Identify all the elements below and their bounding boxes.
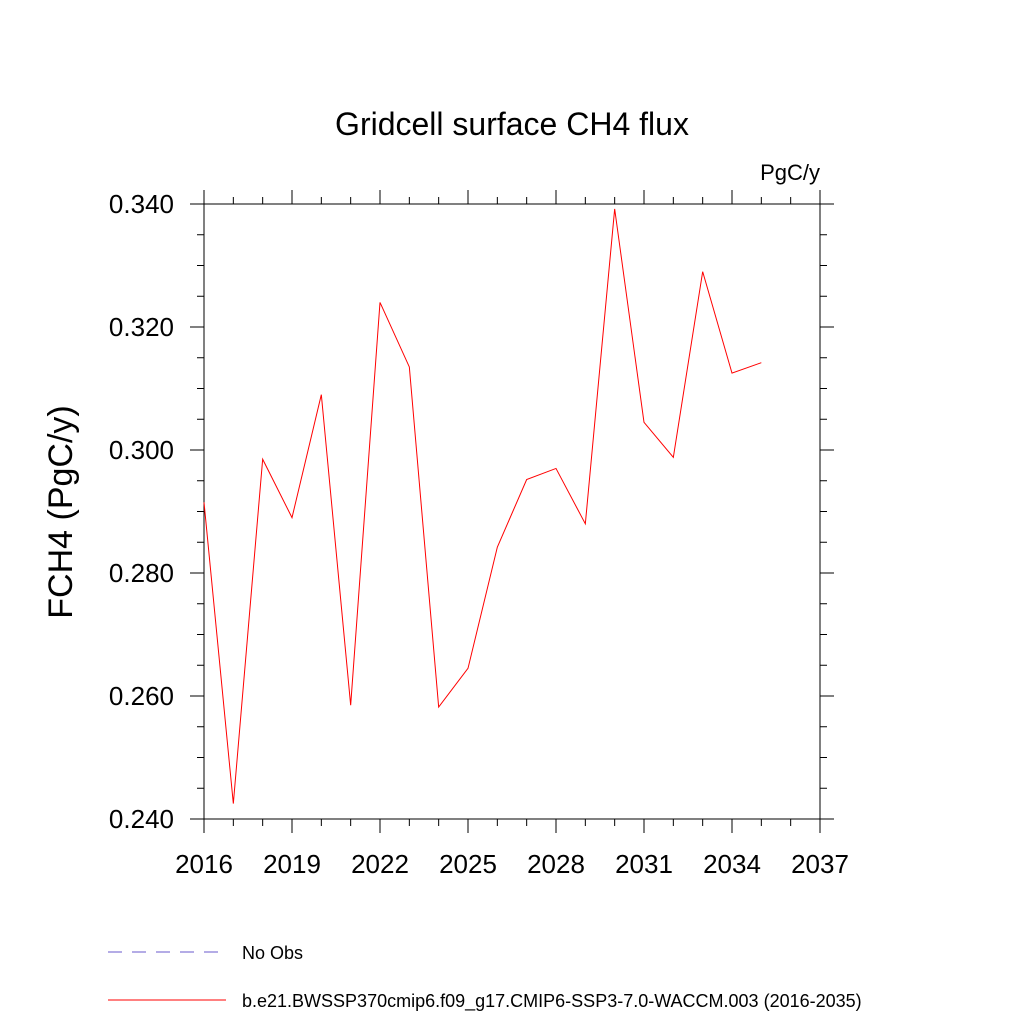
y-tick-label: 0.260 [109,681,174,711]
x-tick-label: 2025 [439,849,497,879]
data-point [319,393,323,397]
data-point [437,705,441,709]
x-tick-label: 2031 [615,849,673,879]
chart-title: Gridcell surface CH4 flux [335,106,689,142]
data-point [701,270,705,274]
data-point [407,365,411,369]
x-tick-label: 2019 [263,849,321,879]
data-point [466,666,470,670]
data-point [554,466,558,470]
series-layer [202,207,763,806]
data-point [613,207,617,211]
axis-tick-labels: 2016 2019 2022 2025 2028 2031 2034 2037 0.240 0.2… [109,189,849,879]
y-axis-title: FCH4 (PgC/y) [42,405,80,618]
data-point [349,703,353,707]
plot-frame [203,203,821,820]
data-point [525,478,529,482]
y-tick-label: 0.320 [109,312,174,342]
data-point [378,300,382,304]
x-tick-label: 2034 [703,849,761,879]
y-tick-label: 0.280 [109,558,174,588]
x-tick-label: 2016 [175,849,233,879]
data-point [759,361,763,365]
data-point [231,802,235,806]
x-tick-label: 2037 [791,849,849,879]
y-tick-label: 0.300 [109,435,174,465]
y-tick-label: 0.340 [109,189,174,219]
data-point [261,457,265,461]
legend: No Obs b.e21.BWSSP370cmip6.f09_g17.CMIP6-… [108,943,862,1012]
legend-label: b.e21.BWSSP370cmip6.f09_g17.CMIP6-SSP3-7… [242,991,862,1012]
data-point [202,500,206,504]
data-point [730,371,734,375]
x-tick-label: 2028 [527,849,585,879]
y-tick-label: 0.240 [109,804,174,834]
axis-ticks [190,190,834,833]
units-label: PgC/y [760,160,820,185]
data-point [583,522,587,526]
data-point [495,545,499,549]
series-line [203,208,762,804]
data-point [671,455,675,459]
data-point [290,516,294,520]
data-point [642,420,646,424]
x-tick-label: 2022 [351,849,409,879]
legend-label: No Obs [242,943,303,963]
